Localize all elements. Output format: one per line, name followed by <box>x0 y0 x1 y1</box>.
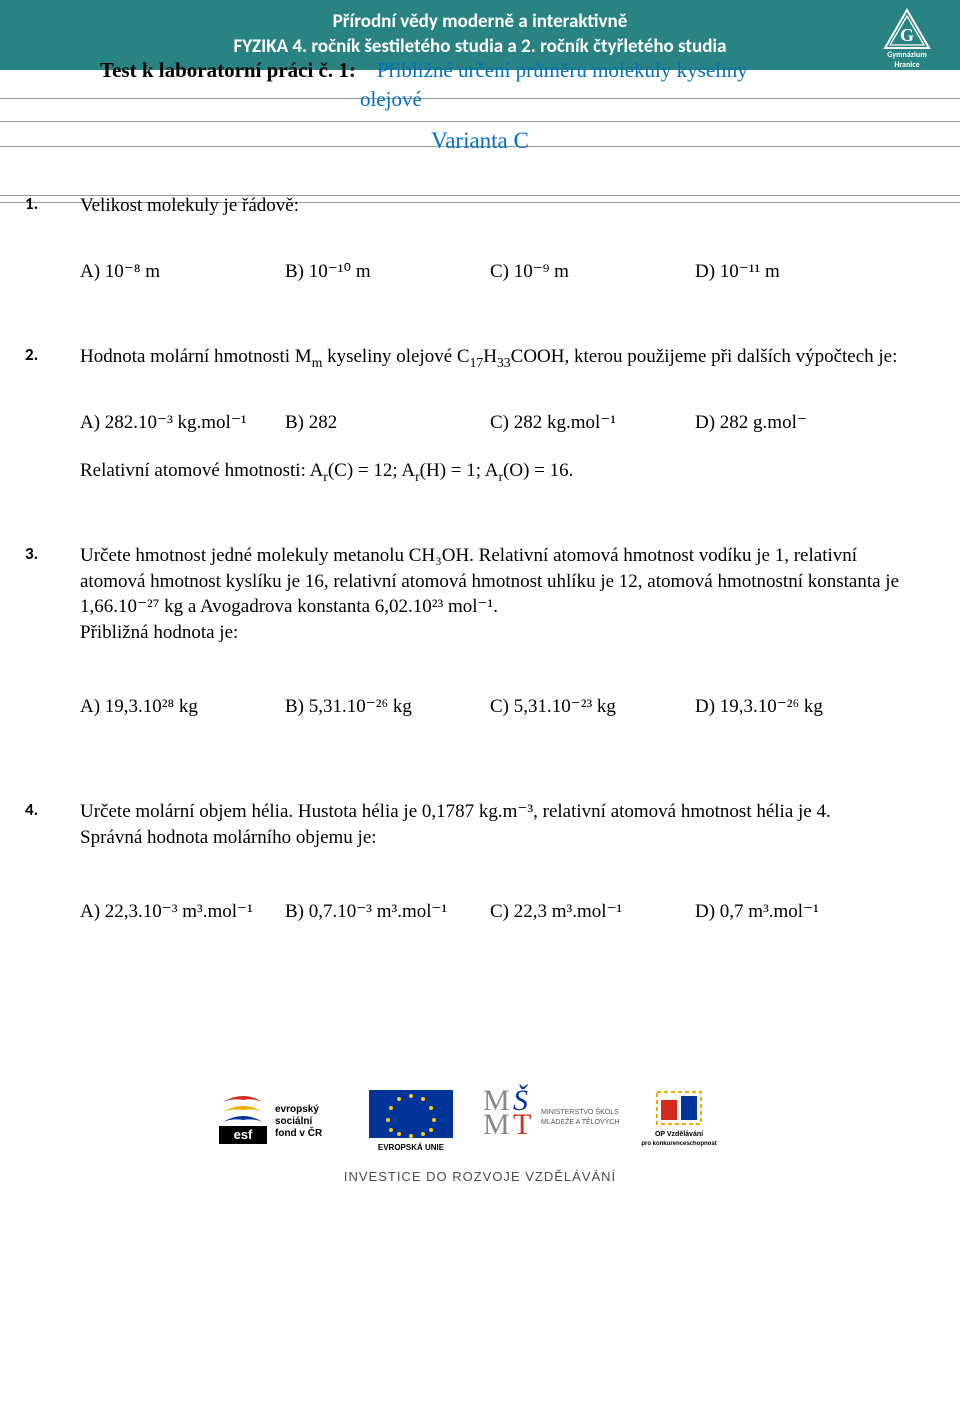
q2-text-mid: kyseliny olejové C <box>322 346 469 367</box>
q3-answer-b: B) 5,31.10⁻²⁶ kg <box>285 694 490 720</box>
question-1-number: 1. <box>25 193 38 216</box>
test-title-label: Test k laboratorní práci č. 1: <box>100 58 356 82</box>
q3-text-2: Přibližná hodnota je: <box>80 622 238 643</box>
q4-text-2: Správná hodnota molárního objemu je: <box>80 827 377 848</box>
msmt-text-1: MINISTERSTVO ŠKOLSTVÍ, <box>541 1107 619 1116</box>
q3-text-main: Určete hmotnost jedné molekuly metanolu … <box>80 545 899 617</box>
test-title-name-1: Přibližné určení průměru molekuly kyseli… <box>377 58 748 82</box>
q4-text-main: Určete molární objem hélia. Hustota héli… <box>80 801 831 822</box>
q1-answer-c: C) 10⁻⁹ m <box>490 259 695 285</box>
header-line-1: Přírodní vědy moderně a interaktivně <box>0 10 960 33</box>
op-logo-icon: OP Vzdělávání pro konkurenceschopnost <box>637 1084 747 1154</box>
msmt-text-2: MLÁDEŽE A TĚLOVÝCHOVY <box>541 1117 619 1126</box>
question-2-text: Hodnota molární hmotnosti Mm kyseliny ol… <box>80 344 900 370</box>
q2-note-mid2: (H) = 1; A <box>420 460 499 481</box>
q2-text-post: COOH, kterou použijeme při dalších výpoč… <box>511 346 898 367</box>
question-4: 4. Určete molární objem hélia. Hustota h… <box>80 799 900 924</box>
esf-text-2: sociální <box>275 1116 313 1127</box>
question-3: 3. Určete hmotnost jedné molekuly metano… <box>80 543 900 719</box>
svg-text:esf: esf <box>234 1127 253 1142</box>
question-2-answers: A) 282.10⁻³ kg.mol⁻¹ B) 282 C) 282 kg.mo… <box>80 410 900 436</box>
q1-answer-b: B) 10⁻¹⁰ m <box>285 259 490 285</box>
q2-sub-17: 17 <box>470 355 484 370</box>
q2-text-pre: Hodnota molární hmotnosti M <box>80 346 312 367</box>
q4-answer-c: C) 22,3 m³.mol⁻¹ <box>490 899 695 925</box>
q2-text-mid2: H <box>483 346 497 367</box>
question-4-answers: A) 22,3.10⁻³ m³.mol⁻¹ B) 0,7.10⁻³ m³.mol… <box>80 899 900 925</box>
q2-note-post: (O) = 16. <box>503 460 573 481</box>
question-3-text: Určete hmotnost jedné molekuly metanolu … <box>80 543 900 646</box>
op-text-2: pro konkurenceschopnost <box>641 1141 716 1147</box>
q1-answer-a: A) 10⁻⁸ m <box>80 259 285 285</box>
op-text-1: OP Vzdělávání <box>655 1131 704 1138</box>
svg-text:G: G <box>900 25 914 45</box>
question-1: 1. Velikost molekuly je řádově: A) 10⁻⁸ … <box>80 193 900 284</box>
msmt-logo-icon: M Š M T MINISTERSTVO ŠKOLSTVÍ, MLÁDEŽE A… <box>479 1084 619 1154</box>
q4-answer-a: A) 22,3.10⁻³ m³.mol⁻¹ <box>80 899 285 925</box>
eu-flag-icon: EVROPSKÁ UNIE <box>361 1084 461 1154</box>
q2-sub-m: m <box>312 355 323 370</box>
question-4-number: 4. <box>25 799 38 822</box>
content-area: Test k laboratorní práci č. 1: Přibližné… <box>0 193 960 924</box>
q2-sub-33: 33 <box>497 355 511 370</box>
q1-answer-d: D) 10⁻¹¹ m <box>695 259 900 285</box>
question-1-answers: A) 10⁻⁸ m B) 10⁻¹⁰ m C) 10⁻⁹ m D) 10⁻¹¹ … <box>80 259 900 285</box>
esf-logo-icon: esf evropský sociální fond v ČR <box>213 1084 343 1154</box>
q2-answer-a: A) 282.10⁻³ kg.mol⁻¹ <box>80 410 285 436</box>
q3-answer-d: D) 19,3.10⁻²⁶ kg <box>695 694 900 720</box>
header-line-2: FYZIKA 4. ročník šestiletého studia a 2.… <box>0 35 960 58</box>
esf-text-3: fond v ČR <box>275 1126 323 1139</box>
question-2-number: 2. <box>25 344 38 367</box>
q2-note-mid1: (C) = 12; A <box>328 460 415 481</box>
question-4-text: Určete molární objem hélia. Hustota héli… <box>80 799 900 850</box>
q2-answer-c: C) 282 kg.mol⁻¹ <box>490 410 695 436</box>
footer-logos: esf evropský sociální fond v ČR EVROPSKÁ… <box>213 1084 747 1154</box>
q2-answer-b: B) 282 <box>285 410 490 436</box>
esf-text-1: evropský <box>275 1104 319 1115</box>
q3-answer-a: A) 19,3.10²⁸ kg <box>80 694 285 720</box>
test-title: Test k laboratorní práci č. 1: Přibližné… <box>100 58 900 112</box>
question-3-number: 3. <box>25 543 38 566</box>
test-title-name-2: olejové <box>360 87 900 112</box>
triangle-g-icon: G <box>882 8 932 50</box>
question-3-answers: A) 19,3.10²⁸ kg B) 5,31.10⁻²⁶ kg C) 5,31… <box>80 694 900 720</box>
q2-note-pre: Relativní atomové hmotnosti: A <box>80 460 323 481</box>
page-footer: esf evropský sociální fond v ČR EVROPSKÁ… <box>0 1084 960 1214</box>
question-2-note: Relativní atomové hmotnosti: Ar(C) = 12;… <box>80 458 900 484</box>
q4-answer-d: D) 0,7 m³.mol⁻¹ <box>695 899 900 925</box>
variant-label: Varianta C <box>0 128 960 154</box>
q2-answer-d: D) 282 g.mol⁻ <box>695 410 900 436</box>
svg-text:T: T <box>513 1108 531 1141</box>
footer-invest-text: INVESTICE DO ROZVOJE VZDĚLÁVÁNÍ <box>0 1169 960 1184</box>
question-2: 2. Hodnota molární hmotnosti Mm kyseliny… <box>80 344 900 483</box>
eu-label: EVROPSKÁ UNIE <box>378 1143 445 1152</box>
q4-answer-b: B) 0,7.10⁻³ m³.mol⁻¹ <box>285 899 490 925</box>
svg-text:M: M <box>483 1108 510 1141</box>
q3-answer-c: C) 5,31.10⁻²³ kg <box>490 694 695 720</box>
question-1-text: Velikost molekuly je řádově: <box>80 193 900 219</box>
